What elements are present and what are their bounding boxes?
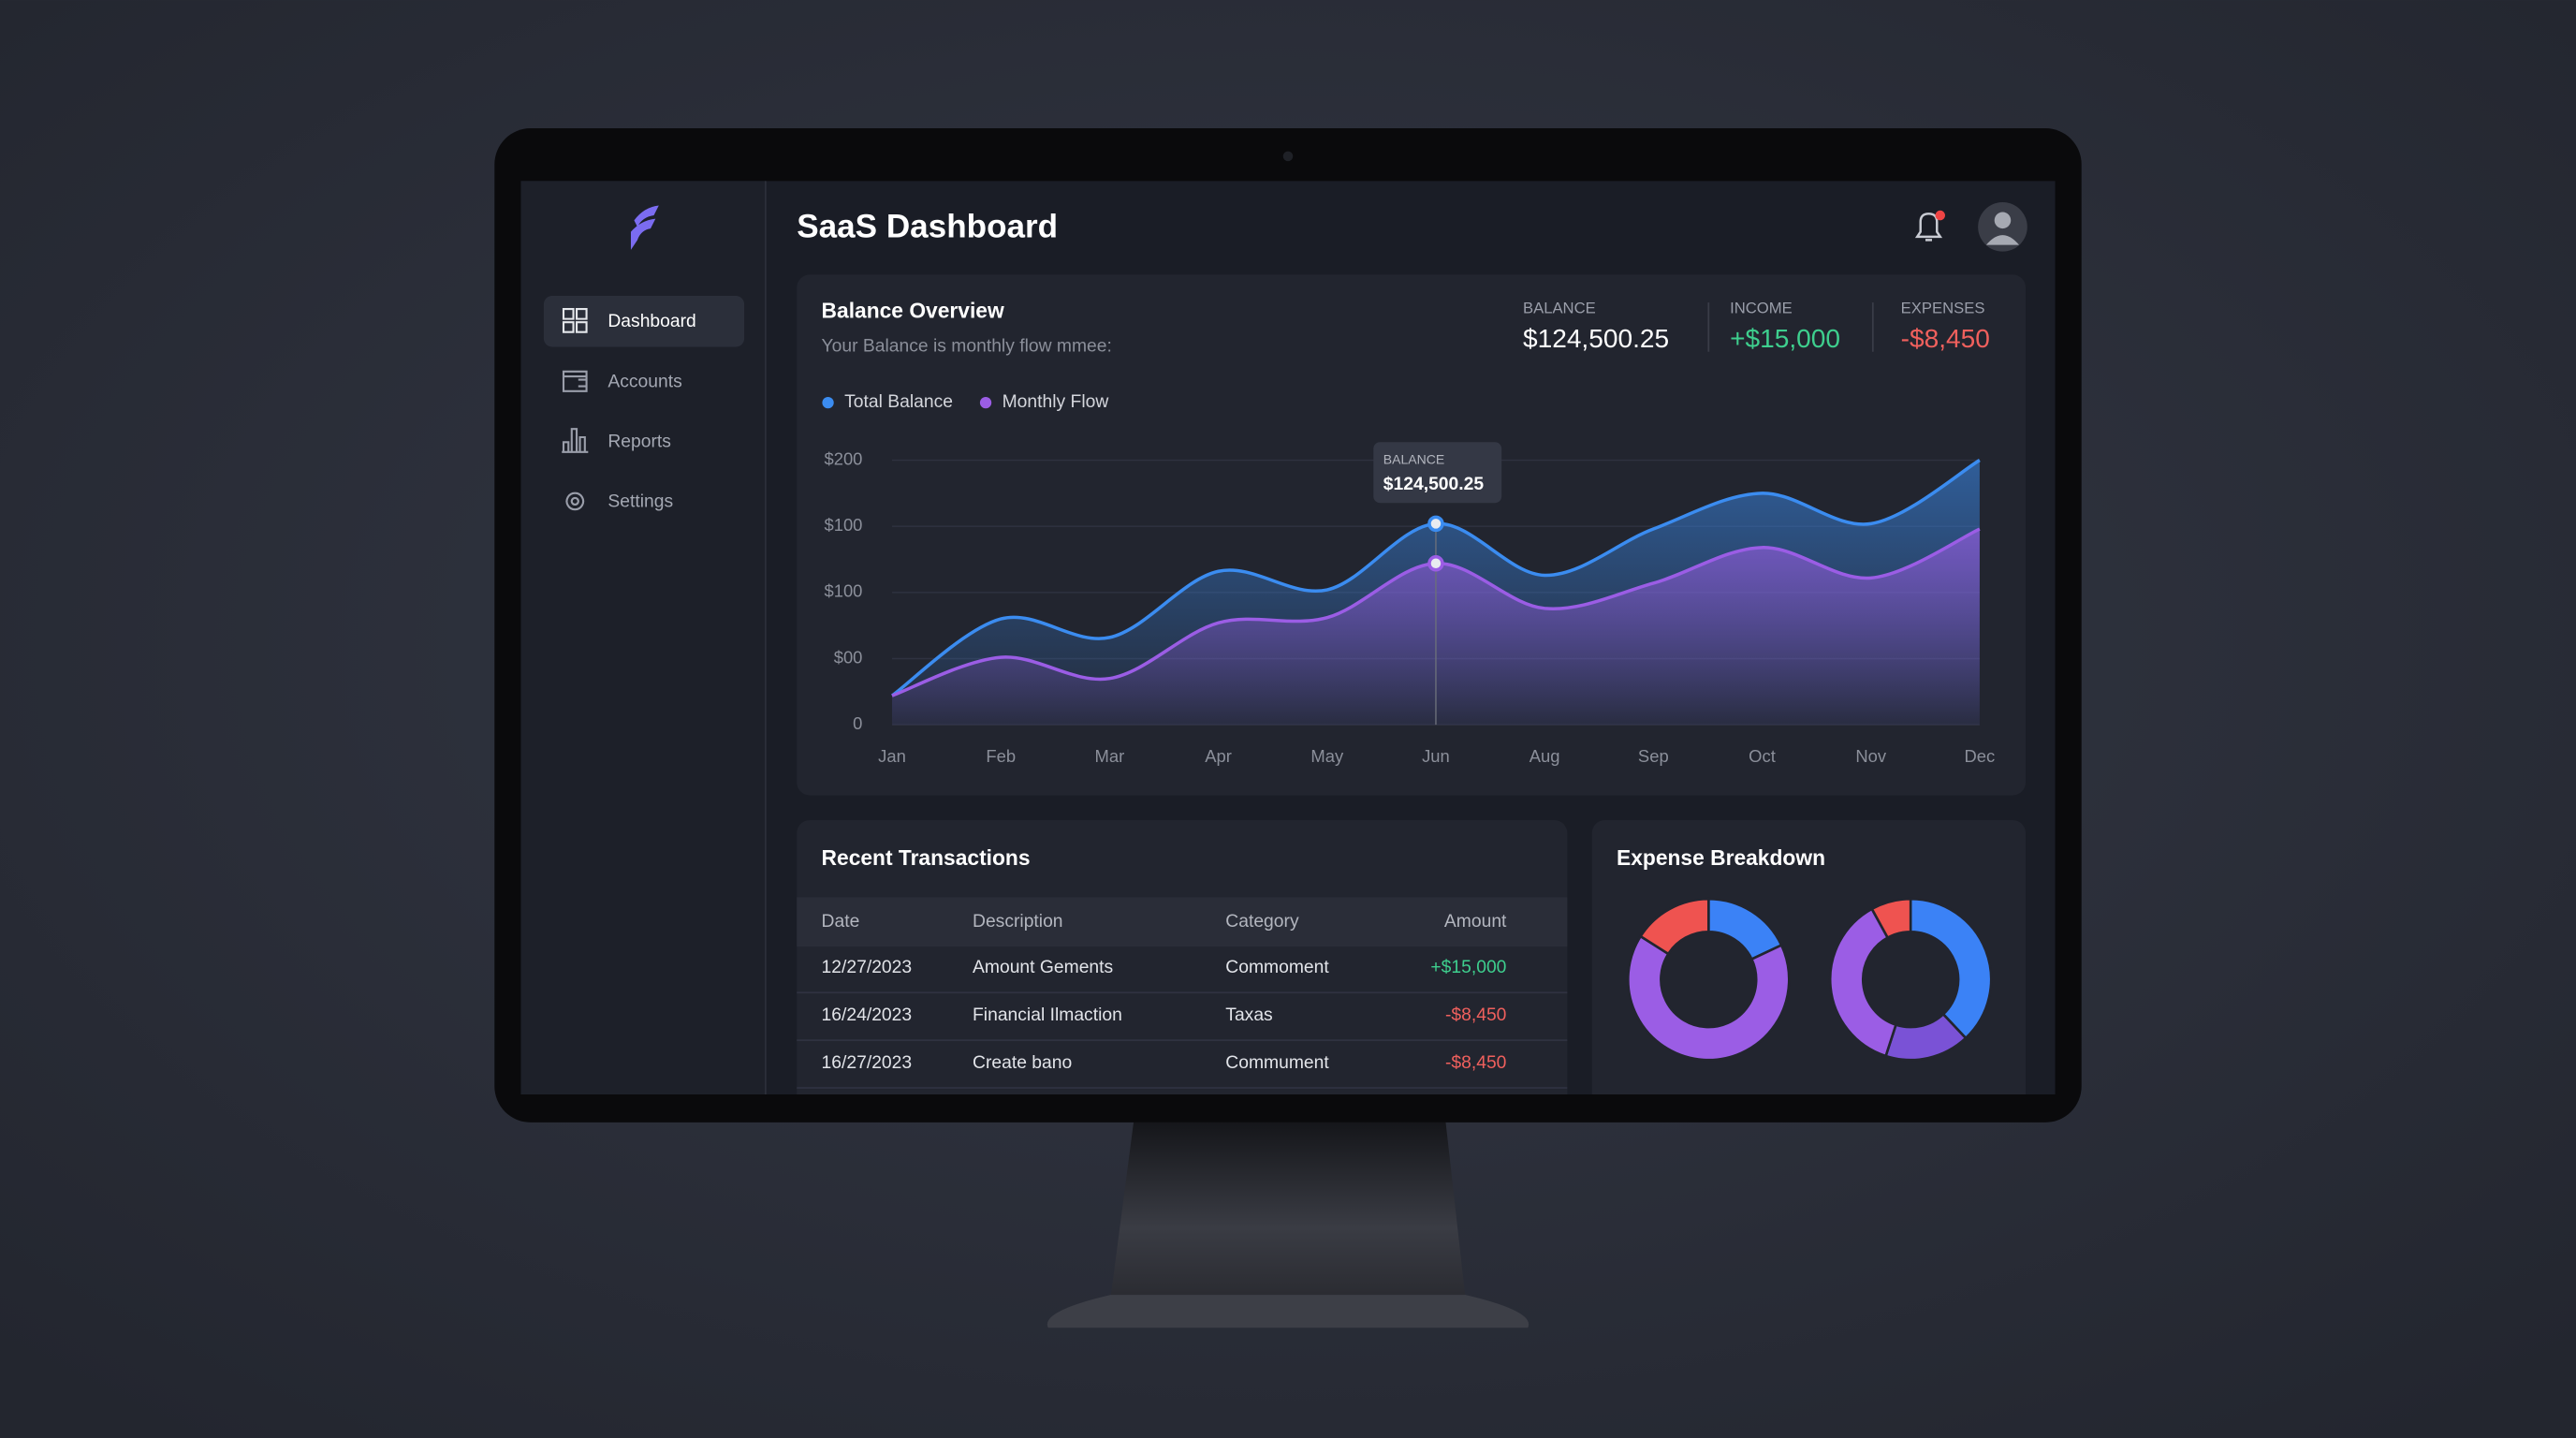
cell: -$8,450 xyxy=(1445,1053,1506,1073)
avatar[interactable] xyxy=(1978,202,2027,252)
cell: Create bano xyxy=(973,1053,1072,1073)
page-title: SaaS Dashboard xyxy=(797,208,1058,244)
avatar-head xyxy=(1994,212,2012,229)
donut-slice xyxy=(1828,907,1898,1058)
nav-icon xyxy=(562,428,589,453)
nav: Dashboard Accounts Reports Settings xyxy=(543,296,745,511)
donut-slice xyxy=(1627,934,1791,1062)
stat-label: EXPENSES xyxy=(1901,300,1985,317)
nav-label: Dashboard xyxy=(607,312,695,331)
x-tick-label: Mar xyxy=(1095,746,1125,766)
y-tick-label: 0 xyxy=(853,713,862,733)
x-tick-label: Sep xyxy=(1638,746,1669,766)
nav-label: Settings xyxy=(607,492,673,511)
card-title: Recent Transactions xyxy=(822,845,1031,870)
nav-active-bg xyxy=(543,296,745,347)
column-header: Amount xyxy=(1444,912,1507,932)
cell: +$15,000 xyxy=(1430,958,1506,977)
screen: Dashboard Accounts Reports Settings SaaS Da… xyxy=(520,181,2056,1095)
stat-value: -$8,450 xyxy=(1901,324,1990,353)
cell: 16/24/2023 xyxy=(822,1005,913,1025)
stat-value: $124,500.25 xyxy=(1523,324,1669,353)
transactions-card xyxy=(797,819,1568,1095)
nav-icon xyxy=(562,308,588,333)
cell: Taxas xyxy=(1225,1005,1272,1025)
column-header: Date xyxy=(822,912,860,932)
stats: BALANCE $124,500.25 INCOME +$15,000 EXPENSES… xyxy=(1523,300,1990,353)
cell: Financial Ilmaction xyxy=(973,1005,1122,1025)
tooltip-label: BALANCE xyxy=(1383,451,1445,466)
notification-bell[interactable] xyxy=(1914,210,1946,242)
legend-dot xyxy=(979,397,992,409)
y-tick-label: $200 xyxy=(824,448,862,468)
legend-label: Total Balance xyxy=(844,392,953,412)
table-row[interactable]: 16/24/2023 Financial Ilmaction Taxas -$8,45… xyxy=(797,1005,1568,1041)
cell: 12/27/2023 xyxy=(822,958,913,977)
x-tick-label: Jun xyxy=(1422,746,1450,766)
nav-label: Accounts xyxy=(607,372,681,391)
table-header xyxy=(797,897,1568,947)
nav-item[interactable]: Accounts xyxy=(562,370,682,392)
cell: Amount Gements xyxy=(973,958,1113,977)
nav-icon xyxy=(565,492,585,511)
bell-icon xyxy=(1914,213,1943,242)
x-tick-label: Feb xyxy=(986,746,1016,766)
cell: Commoment xyxy=(1225,958,1329,977)
notification-dot xyxy=(1935,210,1946,221)
logo[interactable] xyxy=(630,205,659,250)
nav-item[interactable]: Settings xyxy=(565,492,674,511)
donut-charts xyxy=(1627,897,1993,1062)
x-tick-label: Aug xyxy=(1530,746,1560,766)
column-header: Category xyxy=(1225,912,1299,932)
donut-slice xyxy=(1869,897,1912,940)
cell: Commument xyxy=(1225,1053,1329,1073)
avatar-body xyxy=(1985,235,2020,245)
card-subtitle: Your Balance is monthly flow mmee: xyxy=(822,337,1112,357)
nav-icon xyxy=(562,370,588,392)
x-tick-label: Dec xyxy=(1965,746,1996,766)
camera xyxy=(1282,151,1294,162)
monitor-base xyxy=(1046,1295,1530,1328)
y-tick-label: $100 xyxy=(824,515,862,535)
x-tick-label: Oct xyxy=(1749,746,1776,766)
x-tick-label: Nov xyxy=(1855,746,1887,766)
tooltip-value: $124,500.25 xyxy=(1383,475,1485,494)
line-chart: 0 $00 $100 $100 $200 Jan Feb Mar Apr May Jun Aug Sep… xyxy=(822,392,1995,766)
nav-label: Reports xyxy=(607,432,671,451)
nav-item[interactable]: Reports xyxy=(562,428,671,453)
stat-label: BALANCE xyxy=(1523,300,1596,317)
tooltip xyxy=(1373,442,1502,504)
cell: -$8,450 xyxy=(1445,1005,1506,1025)
y-tick-label: $100 xyxy=(824,581,862,601)
x-tick-label: Apr xyxy=(1205,746,1232,766)
nav-item[interactable]: Dashboard xyxy=(543,296,745,347)
donut-slice xyxy=(1638,897,1710,956)
legend-label: Monthly Flow xyxy=(1003,392,1109,412)
legend-dot xyxy=(822,397,834,409)
stat-value: +$15,000 xyxy=(1730,324,1840,353)
table-row[interactable]: 16/27/2023 Create bano Commument -$8,450 xyxy=(797,1053,1568,1089)
transactions-table: Date Description Category Amount 12/27/2023 A… xyxy=(797,912,1568,1089)
hover-point xyxy=(1427,515,1444,533)
x-tick-label: Jan xyxy=(878,746,906,766)
table-row[interactable]: 12/27/2023 Amount Gements Commoment +$15,00… xyxy=(797,958,1568,994)
stat-label: INCOME xyxy=(1730,300,1793,317)
column-header: Description xyxy=(973,912,1063,932)
card-title: Expense Breakdown xyxy=(1617,845,1825,870)
y-tick-label: $00 xyxy=(834,647,863,667)
x-tick-label: May xyxy=(1310,746,1344,766)
donut-slice xyxy=(1909,897,1993,1040)
cell: 16/27/2023 xyxy=(822,1053,913,1073)
monitor-stand xyxy=(1110,1122,1466,1299)
hover-point xyxy=(1427,554,1444,572)
card-title: Balance Overview xyxy=(822,299,1004,323)
